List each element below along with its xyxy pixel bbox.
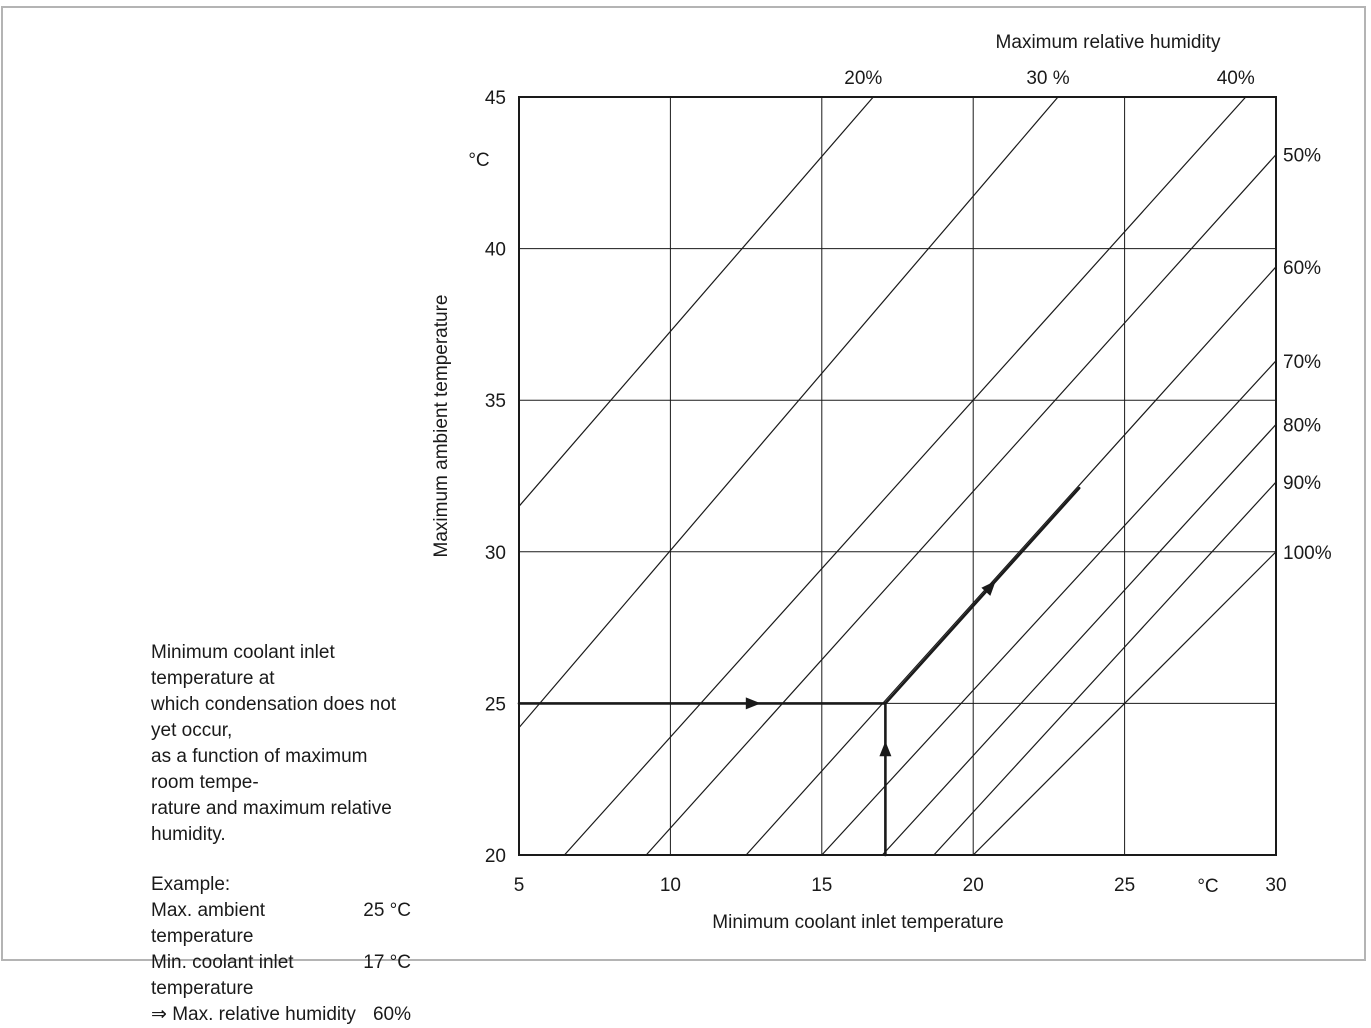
humidity-chart: 5 10 15 20 25 30 20 25 30 35 40 45 20% 30 % 40% 50% 60% 7… — [431, 32, 1332, 933]
humidity-line — [821, 360, 1276, 855]
humidity-line-label: 90% — [1283, 473, 1321, 494]
example-path — [517, 486, 1081, 857]
x-tick-label: 20 — [963, 875, 984, 896]
humidity-line — [563, 97, 1247, 855]
y-tick-label: 25 — [485, 694, 506, 715]
humidity-line — [881, 424, 1276, 855]
example-row: Max. ambient temperature 25 °C — [151, 898, 411, 950]
y-tick-label: 30 — [485, 543, 506, 564]
x-axis-title: Minimum coolant inlet temperature — [712, 912, 1003, 933]
caption-line: as a function of maximum room tempe- — [151, 746, 368, 793]
plot-border — [518, 96, 1277, 856]
x-unit-label: °C — [1197, 876, 1218, 897]
y-axis-title: Maximum ambient temperature — [431, 295, 452, 558]
humidity-line-label: 60% — [1283, 258, 1321, 279]
x-tick-label: 30 — [1265, 875, 1286, 896]
top-axis-title: Maximum relative humidity — [996, 32, 1221, 53]
humidity-line-label: 70% — [1283, 352, 1321, 373]
humidity-line-label: 20% — [844, 68, 882, 89]
humidity-line — [519, 97, 1059, 729]
y-tick-label: 20 — [485, 846, 506, 867]
caption-line: Minimum coolant inlet temperature at — [151, 642, 335, 689]
y-tick-label: 35 — [485, 391, 506, 412]
humidity-lines — [519, 97, 1276, 855]
humidity-line — [933, 481, 1276, 855]
x-tick-label: 5 — [514, 875, 525, 896]
example-label: Max. ambient temperature — [151, 900, 266, 947]
humidity-line — [645, 154, 1276, 855]
humidity-line — [972, 551, 1276, 855]
x-tick-label: 10 — [660, 875, 681, 896]
humidity-line-label: 40% — [1217, 68, 1255, 89]
x-tick-label: 15 — [811, 875, 832, 896]
example-path-arrow — [879, 741, 892, 757]
example-label: ⇒ Max. relative humidity — [151, 1004, 356, 1025]
humidity-line — [745, 266, 1276, 855]
example-value: 25 °C — [363, 900, 411, 921]
example-title: Example: — [151, 874, 231, 895]
grid — [518, 96, 1277, 856]
humidity-line — [519, 97, 874, 507]
example-path-arrow — [745, 697, 761, 710]
example-path-arrow — [981, 580, 996, 596]
y-tick-label: 45 — [485, 88, 506, 109]
example-path-segment — [884, 486, 1081, 705]
y-tick-label: 40 — [485, 240, 506, 261]
caption-line: rature and maximum relative humidity. — [151, 798, 392, 845]
example-row: ⇒ Max. relative humidity 60% — [151, 1002, 411, 1028]
humidity-line-label: 80% — [1283, 415, 1321, 436]
humidity-line-label: 100% — [1283, 543, 1332, 564]
humidity-line-label: 50% — [1283, 146, 1321, 167]
humidity-line-label: 30 % — [1026, 68, 1069, 89]
x-tick-label: 25 — [1114, 875, 1135, 896]
y-unit-label: °C — [468, 150, 489, 171]
figure-frame — [1, 6, 1366, 961]
tick-labels: 5 10 15 20 25 30 20 25 30 35 40 45 20% 30 % 40% 50% 60% 7… — [485, 68, 1332, 896]
example-value: 60% — [372, 1004, 411, 1025]
caption-line: which condensation does not yet occur, — [151, 694, 397, 741]
